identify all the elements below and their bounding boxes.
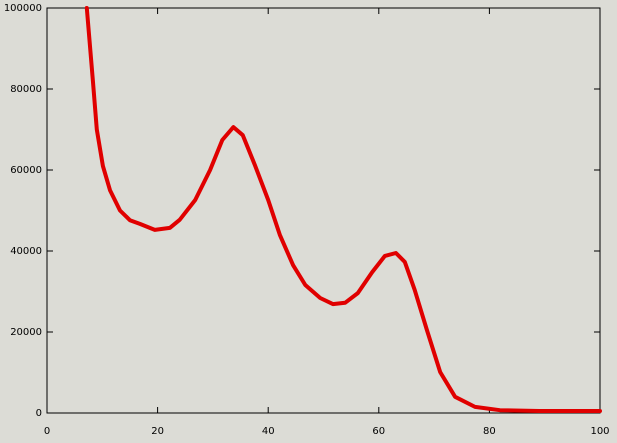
x-tick-label: 60 [372, 426, 385, 437]
y-tick-label: 100000 [4, 3, 42, 14]
y-tick-label: 80000 [10, 84, 42, 95]
x-tick-label: 0 [44, 426, 50, 437]
y-tick-label: 0 [36, 408, 42, 419]
x-tick-label: 20 [151, 426, 164, 437]
plot-frame [46, 7, 601, 414]
x-tick-label: 80 [483, 426, 496, 437]
x-tick-label: 100 [590, 426, 609, 437]
x-tick-label: 40 [262, 426, 275, 437]
y-tick-label: 20000 [10, 327, 42, 338]
data-line [84, 6, 602, 413]
y-tick-label: 40000 [10, 246, 42, 257]
y-tick-label: 60000 [10, 165, 42, 176]
